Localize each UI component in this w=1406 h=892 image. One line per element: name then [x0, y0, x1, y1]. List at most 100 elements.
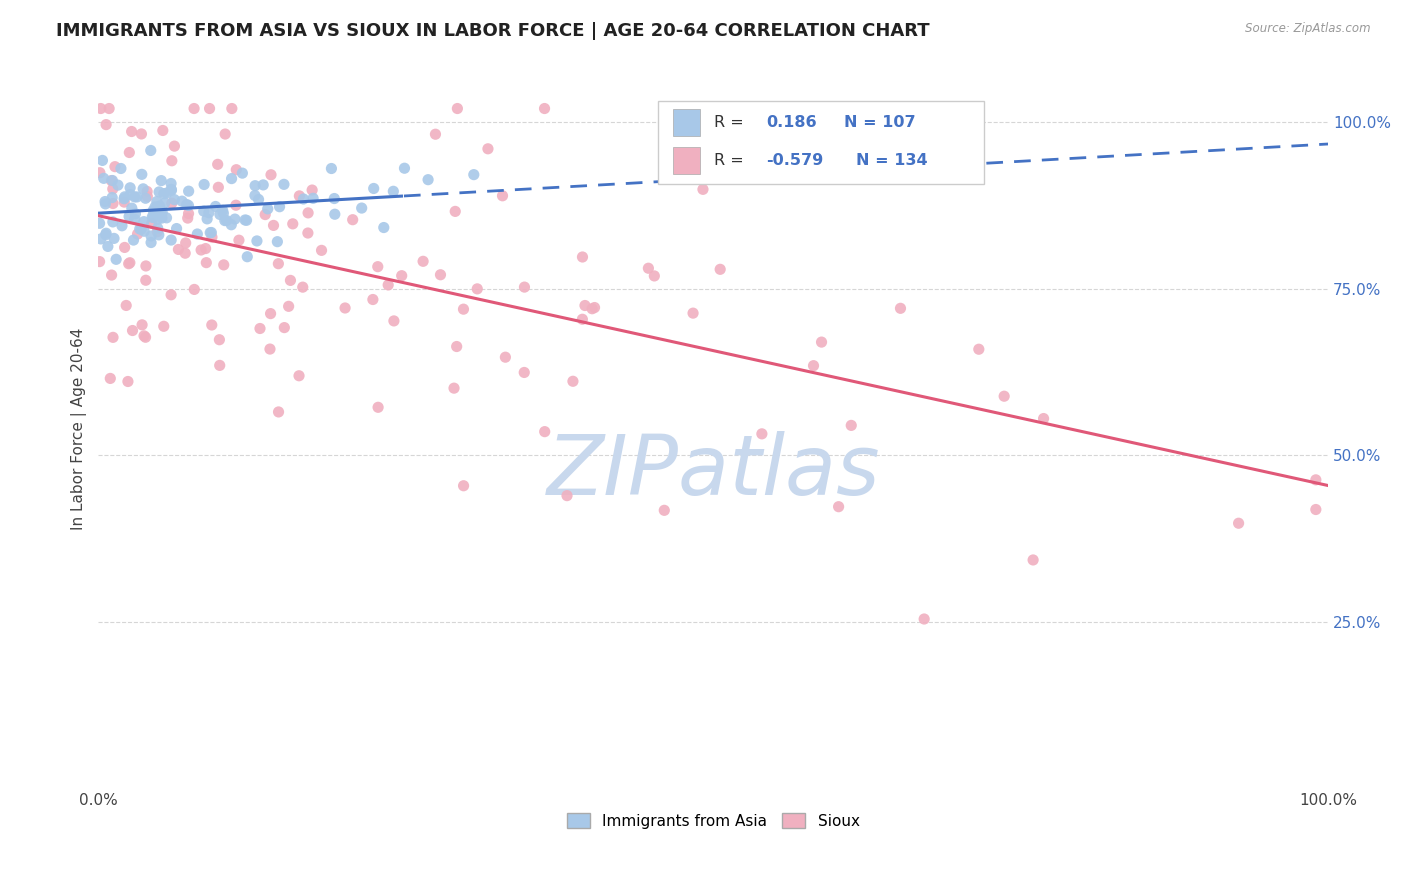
Point — [160, 196, 183, 211]
Point — [152, 319, 174, 334]
Point — [150, 205, 173, 219]
Point — [118, 256, 141, 270]
Point — [101, 190, 124, 204]
Point — [193, 178, 215, 192]
Point — [118, 210, 141, 224]
Point — [363, 181, 385, 195]
Text: R =: R = — [714, 153, 749, 169]
Point — [160, 182, 183, 196]
Point — [120, 181, 142, 195]
Point — [323, 207, 346, 221]
FancyBboxPatch shape — [672, 147, 700, 174]
Point — [323, 192, 346, 206]
Point — [292, 192, 315, 206]
Point — [993, 389, 1015, 403]
Point — [89, 216, 111, 230]
Point — [247, 193, 270, 207]
Point — [98, 371, 121, 385]
Point — [574, 299, 596, 313]
Point — [122, 233, 145, 247]
Point — [121, 124, 143, 138]
Point — [103, 231, 125, 245]
Point — [256, 202, 278, 216]
Point — [382, 184, 405, 198]
Point — [174, 246, 197, 260]
Point — [533, 102, 555, 116]
Point — [132, 329, 155, 343]
Text: N = 107: N = 107 — [844, 115, 915, 130]
Point — [288, 368, 311, 383]
Point — [118, 257, 141, 271]
Point — [177, 184, 200, 198]
Point — [160, 233, 183, 247]
Point — [141, 210, 163, 224]
Point — [208, 207, 231, 221]
Point — [149, 205, 172, 219]
Point — [692, 182, 714, 196]
Point — [124, 212, 146, 227]
Point — [134, 224, 156, 238]
Point — [208, 333, 231, 347]
Text: N = 134: N = 134 — [856, 153, 928, 169]
Point — [146, 225, 169, 239]
Point — [94, 118, 117, 132]
Point — [912, 612, 935, 626]
Text: -0.579: -0.579 — [766, 153, 824, 169]
Point — [367, 401, 389, 415]
Point — [163, 193, 186, 207]
Point — [228, 233, 250, 247]
Point — [112, 195, 135, 210]
Point — [225, 162, 247, 177]
Point — [105, 252, 128, 267]
Point — [160, 183, 183, 197]
Point — [1305, 502, 1327, 516]
Point — [136, 189, 159, 203]
Point — [131, 127, 153, 141]
Point — [465, 282, 488, 296]
Point — [810, 335, 832, 350]
Point — [124, 207, 146, 221]
Point — [96, 226, 118, 240]
Point — [207, 157, 229, 171]
Point — [561, 374, 583, 388]
Point — [214, 213, 236, 227]
Point — [211, 203, 233, 218]
Point — [695, 119, 717, 133]
Point — [183, 282, 205, 296]
Point — [221, 102, 243, 116]
Point — [513, 280, 536, 294]
Point — [208, 359, 231, 373]
Point — [301, 183, 323, 197]
Point — [212, 206, 235, 220]
Point — [273, 178, 295, 192]
Point — [571, 250, 593, 264]
Text: IMMIGRANTS FROM ASIA VS SIOUX IN LABOR FORCE | AGE 20-64 CORRELATION CHART: IMMIGRANTS FROM ASIA VS SIOUX IN LABOR F… — [56, 22, 929, 40]
Point — [204, 199, 226, 213]
Point — [412, 254, 434, 268]
Point — [135, 259, 157, 273]
FancyBboxPatch shape — [672, 109, 700, 136]
Point — [269, 200, 291, 214]
Point — [267, 257, 290, 271]
Point — [90, 102, 112, 116]
Point — [198, 205, 221, 219]
Y-axis label: In Labor Force | Age 20-64: In Labor Force | Age 20-64 — [72, 327, 87, 530]
Point — [156, 186, 179, 200]
Point — [302, 191, 325, 205]
Point — [124, 190, 146, 204]
Point — [652, 503, 675, 517]
Point — [101, 196, 124, 211]
Point — [231, 166, 253, 180]
Point — [221, 218, 243, 232]
Point — [150, 211, 173, 225]
Point — [132, 182, 155, 196]
Point — [121, 201, 143, 215]
Point — [280, 273, 302, 287]
Point — [637, 261, 659, 276]
Point — [94, 197, 117, 211]
Point — [453, 479, 475, 493]
Point — [139, 229, 162, 244]
Point — [453, 302, 475, 317]
Point — [416, 172, 439, 186]
Point — [254, 208, 277, 222]
